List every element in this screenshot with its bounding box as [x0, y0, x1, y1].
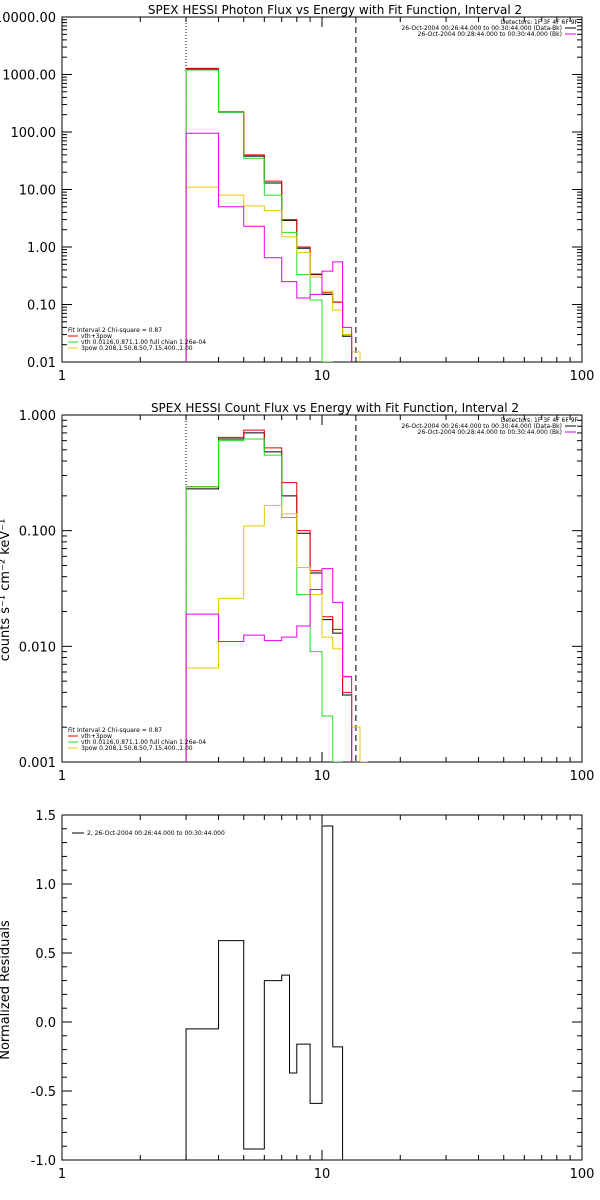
y-tick-label: 100.00 — [11, 126, 57, 141]
x-tick-label: 100 — [570, 1167, 595, 1182]
fit-info-text: Fit Interval 2 Chi-square = 0.87 — [68, 727, 162, 734]
y-tick-label: 1.5 — [35, 809, 56, 824]
plot-area: 1 10 100 -1.0 -0.5 0.0 0.5 1.0 1.5 2, 26-Oct-2004… — [31, 809, 595, 1182]
fit-legend-entry: vth+3pow — [81, 333, 112, 340]
legend-entry: 26-Oct-2004 00:26:44.000 to 00:30:44.000… — [401, 423, 562, 430]
series-line-2 — [185, 438, 343, 762]
x-tick-label: 1 — [58, 369, 66, 384]
plot-area: 1 10 100 0.001 0.010 0.100 1.000 Detectors: 1F … — [19, 409, 595, 784]
y-tick-label: 0.5 — [35, 947, 56, 962]
series-group — [185, 67, 361, 362]
fit-legend-entry: 3pow 0.208,1.50,8.50,7.15,400.,1.00 — [81, 345, 193, 352]
y-tick-label: 1000.00 — [2, 69, 56, 84]
legend-header: Detectors: 1F 3F 4F 6F 9F — [501, 19, 579, 26]
series-line-1 — [185, 429, 353, 762]
y-tick-label: 10000.00 — [0, 11, 56, 26]
plot-area: 1 10 100 0.01 0.10 1.00 10.00 100.00 1000.00 1000… — [0, 11, 594, 384]
series-group — [185, 825, 344, 1160]
series-line-0 — [185, 68, 353, 362]
y-tick-label: 0.10 — [27, 299, 56, 314]
series-line-0 — [185, 825, 344, 1160]
legend-header: Detectors: 1F 3F 4F 6F 9F — [501, 417, 579, 424]
chart-title: SPEX HESSI Count Flux vs Energy with Fit… — [151, 401, 519, 415]
series-line-4 — [185, 568, 353, 762]
y-tick-label: -1.0 — [31, 1154, 56, 1169]
legend-entry: 26-Oct-2004 00:28:44.000 to 00:30:44.000… — [418, 31, 562, 38]
fit-info-text: Fit Interval 2 Chi-square = 0.87 — [68, 327, 162, 334]
series-line-2 — [185, 69, 333, 362]
x-tick-label: 10 — [314, 1167, 331, 1182]
y-axis-label: counts s⁻¹ cm⁻² keV⁻¹ — [0, 519, 13, 662]
chart-title: SPEX HESSI Photon Flux vs Energy with Fi… — [148, 3, 522, 17]
y-tick-label: 0.0 — [35, 1016, 56, 1031]
series-line-3 — [185, 505, 368, 762]
series-line-0 — [185, 432, 353, 762]
y-tick-label: 0.010 — [19, 640, 56, 655]
series-line-3 — [185, 186, 361, 362]
legend-entry: 2, 26-Oct-2004 00:26:44.000 to 00:30:44.… — [87, 830, 225, 837]
legend-entry: 26-Oct-2004 00:28:44.000 to 00:30:44.000… — [418, 429, 562, 436]
y-axis-label: Normalized Residuals — [0, 920, 13, 1060]
x-tick-label: 10 — [314, 769, 331, 784]
fit-legend-entry: vth 0.0116,0.871,1.00 full chian 1.26e-0… — [81, 739, 206, 746]
y-tick-label: 0.01 — [27, 356, 56, 371]
x-tick-label: 10 — [314, 369, 331, 384]
series-line-1 — [185, 67, 353, 362]
series-line-4 — [185, 132, 353, 362]
fit-legend-entry: vth 0.0116,0.871,1.00 full chian 1.26e-0… — [81, 339, 206, 346]
x-tick-label: 100 — [570, 369, 595, 384]
photon-flux-panel: SPEX HESSI Photon Flux vs Energy with Fi… — [0, 3, 594, 384]
series-group — [185, 429, 368, 762]
y-tick-label: -0.5 — [31, 1085, 56, 1100]
count-flux-panel: SPEX HESSI Count Flux vs Energy with Fit… — [0, 401, 594, 784]
y-tick-label: 1.0 — [35, 878, 56, 893]
y-tick-label: 10.00 — [19, 184, 56, 199]
y-tick-label: 0.100 — [19, 525, 56, 540]
legend-entry: 26-Oct-2004 00:26:44.000 to 00:30:44.000… — [401, 25, 562, 32]
fit-legend-entry: vth+3pow — [81, 733, 112, 740]
y-tick-label: 1.00 — [27, 241, 56, 256]
fit-legend-entry: 3pow 0.208,1.50,8.50,7.15,400.,1.00 — [81, 745, 193, 752]
x-tick-label: 100 — [570, 769, 595, 784]
x-tick-label: 1 — [58, 1167, 66, 1182]
x-tick-label: 1 — [58, 769, 66, 784]
residuals-panel: Normalized Residuals 1 10 100 -1.0 -0.5 0.0 0.… — [0, 809, 594, 1182]
y-tick-label: 1.000 — [19, 409, 56, 424]
y-tick-label: 0.001 — [19, 756, 56, 771]
